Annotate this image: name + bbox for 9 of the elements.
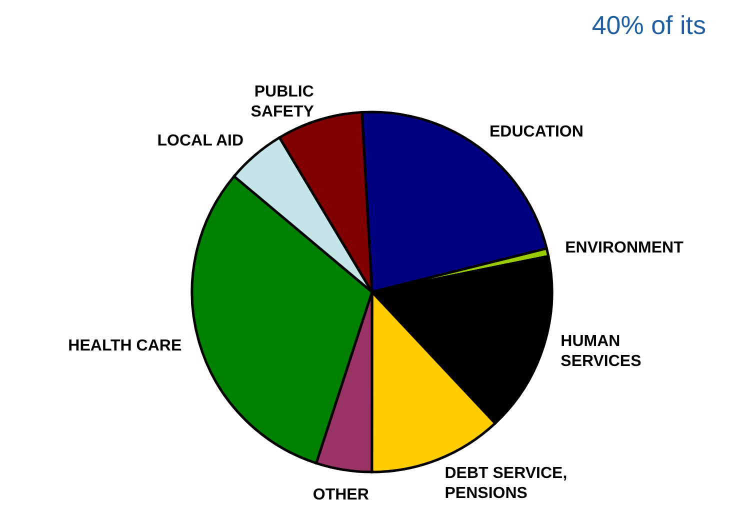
slice-label: DEBT SERVICE, PENSIONS	[444, 465, 568, 502]
slice-label: OTHER	[312, 486, 370, 504]
slice-label: LOCAL AID	[157, 132, 244, 150]
slice-label: PUBLIC SAFETY	[250, 84, 314, 121]
slice-label: HUMAN SERVICES	[560, 333, 642, 370]
text: 40% of its	[592, 10, 706, 41]
slice-label: HEALTH CARE	[68, 338, 182, 355]
slice-label: EDUCATION	[489, 124, 584, 141]
slice-label: ENVIRONMENT	[565, 240, 684, 257]
